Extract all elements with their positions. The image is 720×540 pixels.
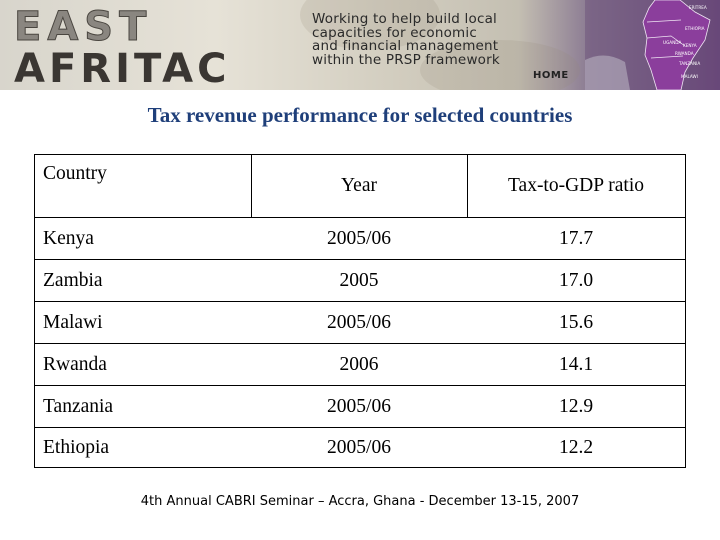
table-row: Malawi 2005/06 15.6 — [35, 302, 685, 343]
cell-year: 2005 — [339, 269, 379, 291]
cell-country: Ethiopia — [43, 436, 110, 458]
cell-year: 2005/06 — [327, 311, 391, 333]
tax-revenue-table: Country Year Tax-to-GDP ratio Kenya 2005… — [34, 154, 686, 468]
cell-ratio: 12.2 — [558, 436, 594, 458]
cell-year: 2005/06 — [327, 436, 391, 458]
cell-country: Zambia — [43, 269, 103, 291]
cell-country: Rwanda — [43, 353, 107, 375]
row-rule — [35, 427, 685, 428]
table-row: Ethiopia 2005/06 12.2 — [35, 428, 685, 467]
tagline-line: Working to help build local — [312, 11, 498, 27]
map-label: KENYA — [683, 43, 697, 48]
header-year: Year — [341, 175, 377, 196]
map-borders — [646, 19, 686, 59]
map-label: MALAWI — [681, 74, 698, 79]
map-label: TANZANIA — [678, 61, 700, 66]
map-land — [585, 55, 630, 90]
slide-footer: 4th Annual CABRI Seminar – Accra, Ghana … — [140, 494, 580, 509]
tagline-line: within the PRSP framework — [312, 51, 500, 68]
banner-tagline: Working to help build local capacities f… — [312, 11, 582, 68]
map-label: RWANDA — [675, 51, 694, 56]
slide-title: Tax revenue performance for selected cou… — [147, 103, 573, 127]
tagline-line: and financial management — [312, 38, 499, 54]
logo-line2: AFRITAC — [14, 46, 230, 86]
logo-line1: EAST — [14, 4, 152, 50]
cell-ratio: 14.1 — [558, 353, 594, 375]
cell-country: Kenya — [43, 227, 94, 249]
header-divider — [467, 155, 468, 217]
map-label: ETHIOPIA — [685, 26, 705, 31]
row-rule — [35, 343, 685, 344]
header-country: Country — [43, 163, 107, 184]
table-row: Kenya 2005/06 17.7 — [35, 218, 685, 259]
east-africa-map[interactable]: ERITREA ETHIOPIA KENYA UGANDA RWANDA TAN… — [585, 0, 720, 90]
home-link[interactable]: HOME — [533, 70, 569, 81]
cell-country: Malawi — [43, 311, 103, 333]
cell-ratio: 15.6 — [558, 311, 594, 333]
cell-year: 2005/06 — [327, 395, 391, 417]
cell-ratio: 17.7 — [558, 227, 594, 249]
cell-year: 2005/06 — [327, 227, 391, 249]
table-row: Zambia 2005 17.0 — [35, 260, 685, 301]
east-afritac-logo: EAST AFRITAC — [14, 4, 230, 86]
banner-texture — [420, 40, 580, 90]
row-rule — [35, 259, 685, 260]
map-label: UGANDA — [663, 40, 681, 45]
cell-ratio: 12.9 — [558, 395, 594, 417]
cell-country: Tanzania — [43, 395, 114, 417]
row-rule — [35, 385, 685, 386]
map-country-shapes — [642, 0, 711, 90]
header-tax-ratio: Tax-to-GDP ratio — [507, 175, 644, 196]
map-label: ERITREA — [689, 5, 707, 10]
table-header-row: Country Year Tax-to-GDP ratio — [35, 155, 685, 217]
cell-ratio: 17.0 — [558, 269, 594, 291]
row-rule — [35, 301, 685, 302]
header-rule — [35, 217, 685, 218]
table-row: Rwanda 2006 14.1 — [35, 344, 685, 385]
tagline-line: capacities for economic — [312, 24, 477, 41]
cell-year: 2006 — [339, 353, 379, 375]
header-divider — [251, 155, 252, 217]
table-row: Tanzania 2005/06 12.9 — [35, 386, 685, 427]
header-banner: EAST AFRITAC Working to help build local… — [0, 0, 720, 90]
